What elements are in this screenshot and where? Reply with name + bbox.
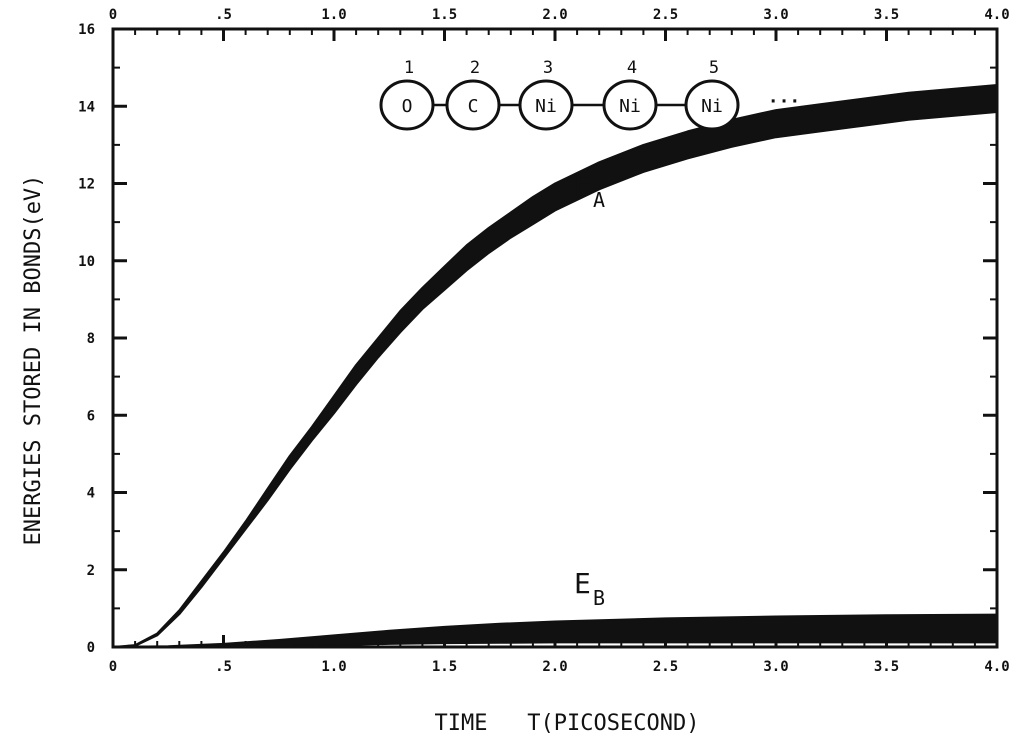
atom-symbol: Ni: [701, 96, 723, 117]
atom-symbol: Ni: [535, 96, 557, 117]
series-label-main: E: [574, 169, 591, 202]
x-tick-label: 0: [109, 659, 117, 675]
x-tick-label-top: 3.0: [763, 7, 788, 23]
atom-index: 4: [627, 58, 637, 78]
atom-symbol: C: [468, 96, 479, 117]
x-tick-label-top: 0: [109, 7, 117, 23]
y-tick-label: 8: [87, 331, 95, 347]
y-tick-label: 0: [87, 640, 95, 656]
y-tick-label: 6: [87, 408, 95, 424]
x-tick-label-top: 2.5: [653, 7, 678, 23]
y-tick-label: 4: [87, 486, 95, 502]
series-label-sub: B: [593, 586, 605, 610]
y-tick-label: 14: [78, 99, 95, 115]
y-axis-title: ENERGIES STORED IN BONDS(eV): [21, 175, 46, 546]
x-tick-label: 2.5: [653, 659, 678, 675]
x-tick-label: 1.5: [432, 659, 457, 675]
x-tick-label-top: 1.5: [432, 7, 457, 23]
y-tick-label: 16: [78, 22, 95, 38]
chain-ellipsis: ···: [768, 91, 801, 112]
atom-symbol: O: [402, 96, 413, 117]
x-tick-label-top: 4.0: [984, 7, 1009, 23]
x-tick-label: 1.0: [321, 659, 346, 675]
x-axis-top: 0 .5 1.0 1.5 2.0 2.5 3.0 3.5 4.0: [109, 7, 1010, 41]
atom-symbol: Ni: [619, 96, 641, 117]
x-tick-label-top: .5: [215, 7, 232, 23]
atom-chain-inset: O 1 C 2 Ni 3 Ni 4 Ni 5 ···: [379, 58, 801, 131]
series-label-main: E: [574, 567, 591, 600]
x-tick-label: 3.0: [763, 659, 788, 675]
atom-index: 2: [470, 58, 480, 78]
x-tick-label: 2.0: [542, 659, 567, 675]
y-tick-label: 12: [78, 177, 95, 193]
x-tick-label-top: 1.0: [321, 7, 346, 23]
x-tick-label-top: 2.0: [542, 7, 567, 23]
x-tick-label: 4.0: [984, 659, 1009, 675]
atom-index: 3: [543, 58, 553, 78]
x-tick-label-top: 3.5: [874, 7, 899, 23]
x-tick-label: 3.5: [874, 659, 899, 675]
series-label-sub: A: [593, 188, 605, 212]
atom-circle: [684, 79, 740, 131]
annotation-layer: E AE B: [574, 169, 605, 610]
series-band-e-b: [112, 613, 998, 648]
y-tick-label: 2: [87, 563, 95, 579]
series-band-e-a: [112, 84, 998, 648]
x-tick-label: .5: [215, 659, 232, 675]
atom-index: 1: [404, 58, 414, 78]
atom-index: 5: [709, 58, 719, 78]
y-tick-label: 10: [78, 254, 95, 270]
x-axis-title: TIME T(PICOSECOND): [435, 711, 700, 736]
series-layer: [112, 84, 998, 648]
